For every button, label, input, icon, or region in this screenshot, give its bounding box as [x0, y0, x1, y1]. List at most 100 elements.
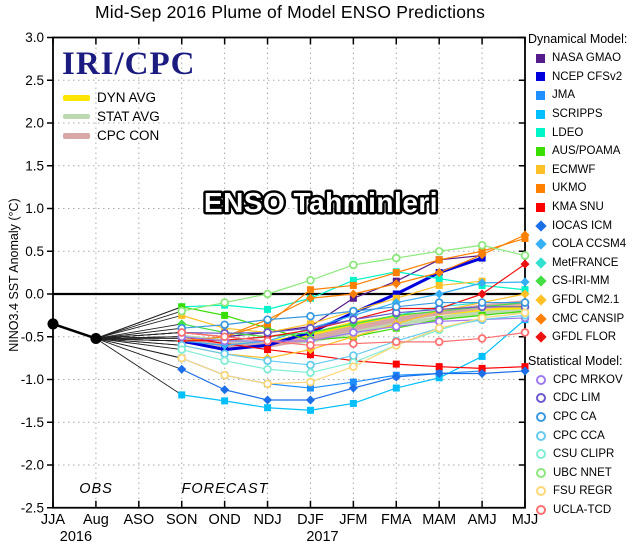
forecast-phase-label: FORECAST [182, 481, 269, 497]
marker [306, 276, 315, 285]
series-line-ncep-cfsv2 [181, 256, 483, 352]
circle-open-marker-icon [536, 430, 546, 441]
legend-model-name: SCRIPPS [552, 108, 603, 121]
legend-item-ukmo: UKMO [528, 179, 642, 198]
marker [392, 269, 400, 277]
marker [220, 298, 229, 307]
marker [264, 305, 272, 313]
legend-model-name: UCLA-TCD [553, 503, 612, 516]
marker [477, 289, 487, 299]
x-tick-label: MJJ [512, 512, 539, 528]
series-line-nasa-gmao [181, 254, 483, 338]
circle-open-marker-icon [536, 411, 546, 422]
marker [306, 406, 314, 414]
legend-model-name: LDEO [552, 126, 584, 139]
marker [392, 290, 400, 298]
marker [220, 370, 229, 380]
marker [220, 385, 230, 395]
circle-open-marker-icon [536, 449, 546, 460]
legend-model-name: CSU CLIPR [553, 448, 615, 461]
marker [435, 281, 443, 289]
y-tick-label: 2.0 [25, 116, 44, 131]
x-tick-label: DJF [297, 512, 324, 528]
diamond-marker-icon [535, 312, 547, 325]
marker [477, 298, 487, 307]
fan-line [95, 338, 182, 351]
legend-item-cmc-cansip: CMC CANSIP [528, 309, 642, 328]
marker [477, 250, 487, 260]
square-marker-icon [536, 72, 545, 82]
legend-model-name: COLA CCSM4 [552, 238, 627, 251]
marker [520, 328, 530, 337]
obs-phase-label: OBS [79, 481, 113, 497]
fan-line [95, 338, 182, 342]
marker [177, 345, 187, 354]
marker [435, 256, 443, 264]
circle-open-marker-icon [536, 467, 546, 478]
fan-line [95, 306, 182, 339]
y-tick-label: 3.0 [25, 30, 44, 45]
square-marker-icon [536, 128, 545, 138]
marker [520, 251, 530, 260]
y-tick-label: -1.5 [21, 415, 44, 430]
iri-cpc-logo: IRI/CPC [62, 46, 196, 82]
marker [177, 306, 187, 316]
marker [349, 362, 358, 371]
y-tick-label: -2.0 [21, 458, 44, 473]
fan-line [95, 310, 182, 339]
legend-item-kma-snu: KMA SNU [528, 198, 642, 217]
statistical-models-header: Statistical Model: [528, 353, 623, 368]
square-marker-icon [536, 146, 545, 156]
plot-frame [52, 36, 526, 509]
legend-item-ldeo: LDEO [528, 123, 642, 142]
legend-model-name: NCEP CFSv2 [552, 70, 623, 83]
legend-model-name: CMC CANSIP [552, 312, 625, 325]
legend-model-name: UBC NNET [553, 466, 612, 479]
x-tick-label: ASO [124, 512, 155, 528]
y-tick-label: 1.0 [25, 201, 44, 216]
x-tick-label: FMA [381, 512, 412, 528]
circle-open-marker-icon [536, 504, 546, 515]
fan-line [95, 327, 182, 339]
legend-model-name: ECMWF [552, 163, 596, 176]
legend-item-jma: JMA [528, 86, 642, 105]
average-legend: DYN AVG STAT AVG CPC CON [63, 88, 160, 145]
y-tick-label: 0.5 [25, 244, 44, 259]
avg-legend-swatch [63, 94, 90, 101]
legend-item-csu-clipr: CSU CLIPR [528, 445, 642, 464]
legend-item-ubc-nnet: UBC NNET [528, 463, 642, 482]
legend-model-name: KMA SNU [552, 201, 604, 214]
avg-legend-item: STAT AVG [63, 107, 160, 126]
marker [478, 352, 486, 360]
square-marker-icon [536, 90, 545, 100]
marker [349, 276, 357, 284]
marker [477, 334, 487, 343]
legend-item-scripps: SCRIPPS [528, 105, 642, 124]
marker [263, 289, 272, 299]
diamond-marker-icon [535, 294, 547, 306]
year-label: 2017 [306, 529, 338, 545]
legend-model-name: FSU REGR [553, 485, 613, 498]
avg-legend-label: DYN AVG [97, 90, 157, 105]
legend-model-name: CPC CA [553, 410, 597, 423]
marker [221, 311, 229, 319]
dynamical-models-header: Dynamical Model: [528, 32, 628, 46]
marker [434, 337, 444, 347]
fan-line [95, 338, 182, 346]
legend-item-aus-poama: AUS/POAMA [528, 142, 642, 161]
legend-item-fsu-regr: FSU REGR [528, 482, 642, 501]
marker [306, 377, 315, 387]
x-tick-label: JFM [339, 512, 367, 528]
legend-model-name: GFDL FLOR [552, 331, 617, 344]
circle-open-marker-icon [536, 486, 546, 497]
marker [306, 360, 315, 370]
marker [177, 328, 187, 337]
marker [349, 399, 357, 407]
marker [263, 336, 272, 346]
marker [435, 363, 443, 371]
x-tick-label: MAM [422, 512, 456, 528]
series-line-ecmwf [181, 280, 483, 334]
y-tick-label: 0.0 [25, 287, 44, 302]
